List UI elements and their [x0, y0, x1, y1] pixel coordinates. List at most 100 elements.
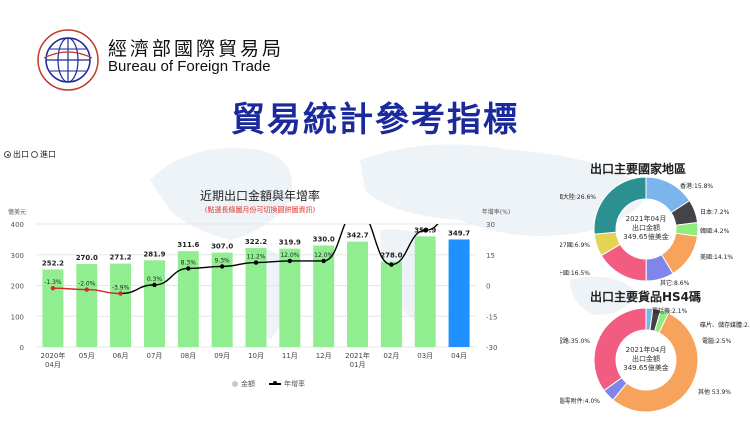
slice-label: 電腦零附件:4.0%	[560, 397, 600, 405]
y-tick-label: 200	[11, 283, 24, 291]
bar-4[interactable]	[177, 251, 199, 347]
slice-label: 中國大陸:26.6%	[560, 193, 596, 201]
bar-11[interactable]	[414, 236, 436, 347]
growth-line-segment	[188, 265, 223, 270]
slice-7[interactable]	[593, 176, 647, 235]
bar-value-label: 342.7	[346, 232, 368, 240]
bar-10[interactable]	[380, 261, 402, 347]
growth-value-label: -3.9%	[112, 284, 130, 291]
bar-value-label: 252.2	[42, 259, 64, 267]
bar-value-label: 319.9	[279, 239, 301, 247]
x-tick-label: 09月	[214, 352, 230, 360]
bar-3[interactable]	[143, 260, 165, 347]
bar-8[interactable]	[313, 245, 335, 347]
donut-center-text: 349.65億美金	[623, 232, 669, 241]
growth-point-11[interactable]	[423, 228, 428, 233]
donut-center-text: 349.65億美金	[623, 363, 669, 372]
bar-1[interactable]	[76, 263, 98, 347]
y2-tick-label: -30	[486, 344, 497, 352]
donut-center-text: 2021年04月	[626, 214, 667, 223]
growth-line-segment	[391, 229, 426, 266]
x-tick-label: 11月	[282, 352, 298, 360]
bar-value-label: 307.0	[211, 243, 233, 251]
y2-axis-unit: 年增率(%)	[482, 208, 510, 216]
bar-12[interactable]	[448, 239, 470, 347]
growth-point-3[interactable]	[152, 282, 157, 288]
bar-6[interactable]	[245, 247, 267, 347]
growth-value-label: 12.0%	[314, 252, 333, 259]
slice-label: 歐盟27國:6.9%	[560, 241, 590, 249]
x-tick-label: 2021年	[345, 351, 370, 360]
countries-pie-title: 出口主要國家地區	[590, 162, 687, 176]
slice-5[interactable]	[593, 307, 647, 392]
org-name-english: Bureau of Foreign Trade	[108, 58, 271, 75]
growth-line-segment	[120, 284, 155, 295]
page-title: 貿易統計參考指標	[231, 100, 519, 140]
growth-line-group	[50, 204, 461, 296]
y2-tick-label: 15	[486, 252, 495, 260]
slice-label: 韓國:4.2%	[700, 227, 730, 235]
x-tick-label: 05月	[79, 352, 95, 360]
growth-line-segment	[154, 267, 189, 286]
x-tick-label: 08月	[180, 352, 196, 360]
x-tick-label: 07月	[147, 352, 163, 360]
import-radio-label[interactable]: 進口	[40, 150, 56, 159]
bar-value-label: 311.6	[177, 241, 199, 249]
growth-line-segment	[369, 224, 392, 266]
y2-tick-label: -15	[486, 313, 497, 321]
bar-value-label: 349.7	[448, 229, 470, 237]
growth-point-12[interactable]	[457, 204, 461, 208]
growth-point-10[interactable]	[389, 262, 394, 267]
bar-5[interactable]	[211, 252, 233, 347]
bar-value-label: 322.2	[245, 238, 267, 246]
growth-value-label: 8.3%	[181, 259, 197, 266]
main-chart-title: 近期出口金額與年增率	[199, 189, 320, 203]
y-tick-label: 400	[11, 221, 24, 229]
growth-point-7[interactable]	[287, 258, 293, 264]
growth-point-1[interactable]	[84, 287, 89, 292]
slice-label: 其他 53.9%	[698, 388, 731, 396]
x-tick-label: 10月	[248, 352, 264, 360]
growth-value-label: 9.3%	[215, 257, 231, 264]
donut-center-text: 出口金額	[632, 354, 660, 363]
legend-amount-marker	[232, 381, 238, 387]
growth-point-9[interactable]	[355, 208, 359, 212]
export-radio[interactable]	[4, 151, 11, 158]
x-tick-label: 03月	[417, 352, 433, 360]
bar-7[interactable]	[279, 248, 301, 347]
growth-line-segment	[323, 224, 346, 262]
growth-point-5[interactable]	[219, 264, 225, 269]
growth-point-2[interactable]	[118, 291, 123, 296]
bureau-logo	[37, 29, 99, 91]
y2-tick-label: 30	[486, 221, 495, 229]
bar-value-label: 278.0	[380, 252, 402, 260]
growth-point-0[interactable]	[50, 285, 56, 291]
products-pie-title: 出口主要貨品HS4碼	[590, 290, 702, 304]
y-axis-unit: 億美元	[8, 208, 26, 216]
export-radio-label[interactable]: 出口	[13, 150, 29, 159]
bar-2[interactable]	[110, 263, 132, 347]
growth-value-label: 0.3%	[147, 276, 163, 283]
slice-3[interactable]	[612, 312, 699, 413]
slice-label: 電話機:2.1%	[652, 307, 688, 315]
legend-amount-label: 金額	[241, 380, 255, 388]
y-tick-label: 100	[11, 313, 24, 321]
main-chart-legend: 金額 年增率	[232, 379, 305, 389]
y2-tick-label: 0	[486, 283, 490, 291]
x-tick-label: 04月	[451, 352, 467, 360]
growth-point-8[interactable]	[321, 258, 326, 264]
slice-label: 其它:8.6%	[660, 279, 690, 287]
import-radio[interactable]	[31, 151, 38, 158]
bar-value-label: 270.0	[76, 254, 98, 262]
bar-9[interactable]	[347, 241, 369, 347]
legend-amount[interactable]: 金額	[232, 379, 255, 389]
growth-point-6[interactable]	[253, 260, 259, 265]
trade-type-selector: 出口 進口	[4, 149, 56, 160]
growth-value-label: 12.0%	[280, 252, 299, 259]
legend-growth[interactable]: 年增率	[269, 379, 305, 389]
slice-label: 碟片、儲存媒體:2.5%	[700, 321, 750, 329]
growth-point-4[interactable]	[186, 266, 191, 271]
x-tick-label: 01月	[350, 361, 366, 369]
